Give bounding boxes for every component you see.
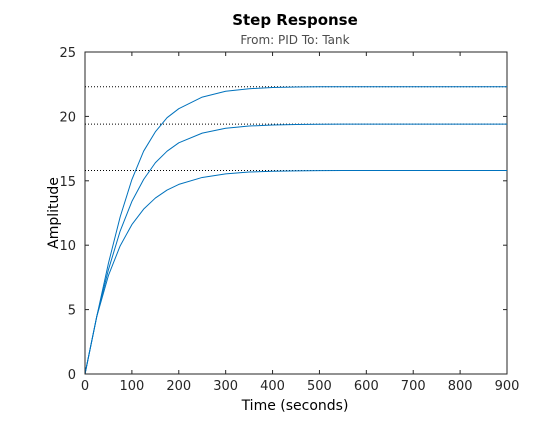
chart-subtitle: From: PID To: Tank [240, 33, 349, 47]
y-tick-label: 10 [59, 239, 76, 254]
chart-title: Step Response [232, 11, 358, 29]
y-tick-label: 0 [68, 368, 76, 383]
x-axis-ticks: 0 100 200 300 400 500 600 700 800 900 [81, 52, 520, 394]
x-tick-label: 800 [448, 379, 473, 394]
y-tick-label: 25 [59, 46, 76, 61]
plot-area [84, 51, 508, 375]
y-tick-label: 5 [68, 304, 76, 319]
y-tick-label: 15 [59, 175, 76, 190]
x-axis-label: Time (seconds) [241, 398, 349, 414]
series-line-2 [84, 123, 507, 375]
x-tick-label: 0 [81, 379, 89, 394]
series-line-1 [84, 170, 507, 375]
x-tick-label: 400 [260, 379, 285, 394]
x-tick-label: 100 [119, 379, 144, 394]
y-axis-label: Amplitude [46, 177, 62, 249]
y-tick-label: 20 [59, 110, 76, 125]
y-axis-ticks: 0 5 10 15 20 25 [59, 46, 507, 383]
x-tick-label: 900 [495, 379, 520, 394]
x-tick-label: 200 [166, 379, 191, 394]
series-line-3 [84, 86, 507, 375]
x-tick-label: 300 [213, 379, 238, 394]
series-lines [84, 86, 507, 375]
x-tick-label: 600 [354, 379, 379, 394]
x-tick-label: 700 [401, 379, 426, 394]
x-tick-label: 500 [307, 379, 332, 394]
